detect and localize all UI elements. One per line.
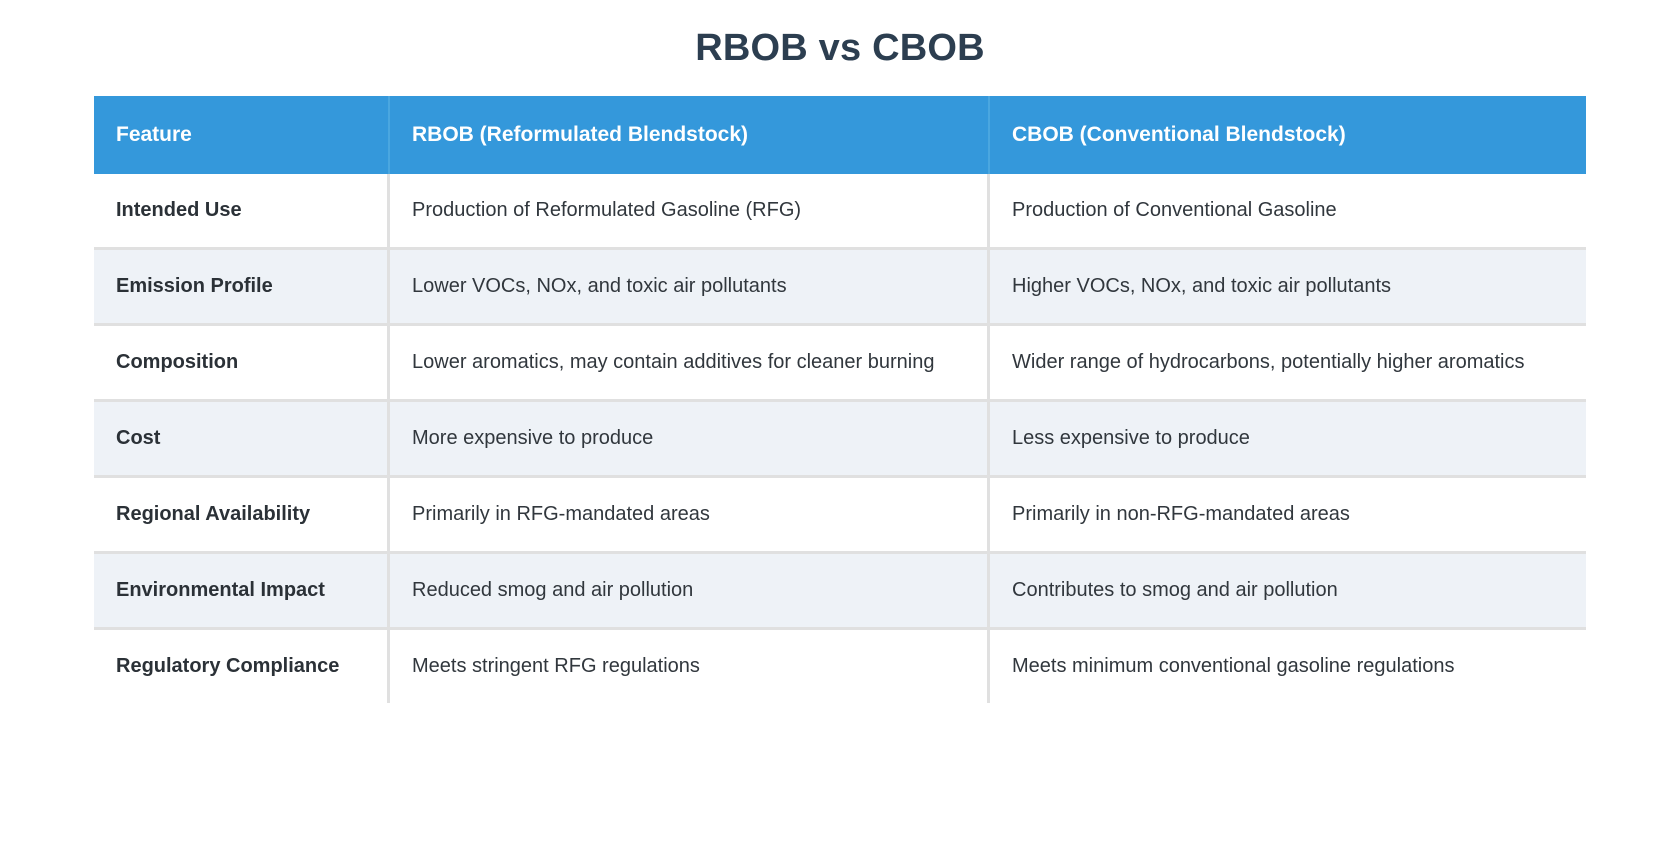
table-cell-rbob: Lower VOCs, NOx, and toxic air pollutant… (390, 249, 990, 326)
page-title: RBOB vs CBOB (695, 27, 985, 69)
table-row: Composition Lower aromatics, may contain … (94, 325, 1586, 402)
table-row: Environmental Impact Reduced smog and air… (94, 553, 1586, 630)
table-cell-cbob: Production of Conventional Gasoline (990, 173, 1586, 250)
table-cell-feature: Emission Profile (94, 249, 390, 326)
table-cell-rbob: Primarily in RFG-mandated areas (390, 477, 990, 554)
table-cell-feature: Environmental Impact (94, 553, 390, 630)
table-cell-feature: Regulatory Compliance (94, 629, 390, 703)
table-cell-cbob: Contributes to smog and air pollution (990, 553, 1586, 630)
table-cell-feature: Composition (94, 325, 390, 402)
comparison-table-container: Feature RBOB (Reformulated Blendstock) C… (94, 95, 1586, 703)
table-row: Regulatory Compliance Meets stringent RFG… (94, 629, 1586, 703)
table-cell-cbob: Primarily in non-RFG-mandated areas (990, 477, 1586, 554)
table-cell-rbob: Lower aromatics, may contain additives f… (390, 325, 990, 402)
table-cell-feature: Regional Availability (94, 477, 390, 554)
table-cell-cbob: Less expensive to produce (990, 401, 1586, 478)
table-cell-cbob: Higher VOCs, NOx, and toxic air pollutan… (990, 249, 1586, 326)
table-cell-rbob: Meets stringent RFG regulations (390, 629, 990, 703)
comparison-table: Feature RBOB (Reformulated Blendstock) C… (94, 95, 1586, 703)
table-cell-cbob: Meets minimum conventional gasoline regu… (990, 629, 1586, 703)
column-header-rbob[interactable]: RBOB (Reformulated Blendstock) (390, 95, 990, 174)
table-cell-rbob: Production of Reformulated Gasoline (RFG… (390, 173, 990, 250)
table-row: Cost More expensive to produce Less expens… (94, 401, 1586, 478)
table-cell-rbob: More expensive to produce (390, 401, 990, 478)
table-row: Regional Availability Primarily in RFG-ma… (94, 477, 1586, 554)
table-cell-feature: Intended Use (94, 173, 390, 250)
table-row: Intended Use Production of Reformulated G… (94, 173, 1586, 250)
column-header-cbob[interactable]: CBOB (Conventional Blendstock) (990, 95, 1586, 174)
table-cell-rbob: Reduced smog and air pollution (390, 553, 990, 630)
table-header: Feature RBOB (Reformulated Blendstock) C… (94, 95, 1586, 174)
table-row: Emission Profile Lower VOCs, NOx, and tox… (94, 249, 1586, 326)
table-cell-feature: Cost (94, 401, 390, 478)
table-body: Intended Use Production of Reformulated G… (94, 173, 1586, 703)
table-header-row: Feature RBOB (Reformulated Blendstock) C… (94, 95, 1586, 174)
column-header-feature[interactable]: Feature (94, 95, 390, 174)
table-cell-cbob: Wider range of hydrocarbons, potentially… (990, 325, 1586, 402)
